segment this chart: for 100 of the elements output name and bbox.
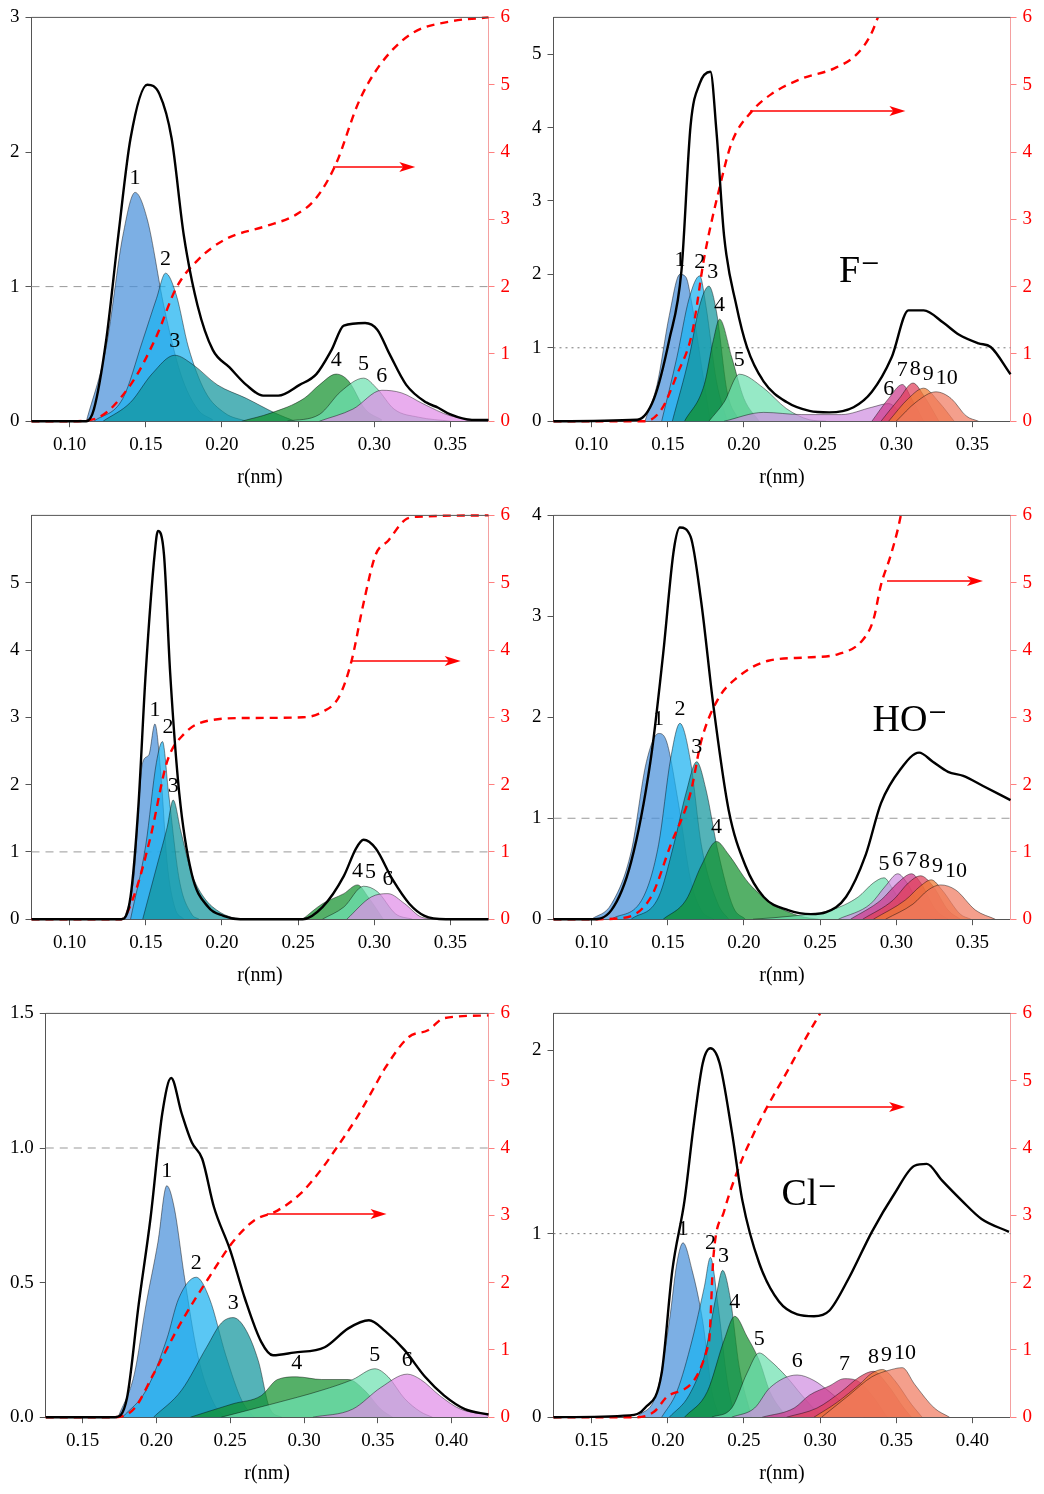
y-tick-label: 0: [532, 1405, 542, 1427]
y-tick-label: 1.5: [10, 1001, 34, 1023]
y2-tick-label: 0: [1022, 1405, 1032, 1427]
x-tick-label: 0.25: [803, 930, 837, 952]
x-tick-label: 0.15: [66, 1428, 100, 1450]
y-tick-label: 4: [532, 115, 542, 137]
y2-tick-label: 0: [500, 1405, 510, 1427]
y2-tick-label: 2: [1022, 772, 1032, 794]
y2-tick-label: 1: [500, 1337, 510, 1359]
series-label: 4: [330, 345, 342, 371]
y-tick-label: 1.0: [10, 1135, 34, 1157]
y2-tick-label: 3: [500, 1203, 510, 1225]
y2-tick-label: 6: [1022, 5, 1032, 27]
series-label: 10: [935, 363, 958, 389]
y-tick-label: 1: [10, 274, 20, 296]
series-label: 3: [167, 771, 179, 797]
series-label: 8: [918, 847, 930, 873]
series-label: 2: [694, 247, 706, 273]
x-tick-label: 0.10: [52, 930, 87, 952]
y-tick-label: 5: [10, 570, 20, 592]
series-label: 3: [707, 257, 719, 283]
y2-tick-label: 0: [500, 409, 510, 431]
x-tick-label: 0.40: [434, 1428, 469, 1450]
y2-tick-label: 0: [1022, 907, 1032, 929]
x-tick-label: 0.35: [879, 1428, 913, 1450]
y-tick-label: 3: [532, 188, 542, 210]
y-tick-label: 0: [10, 409, 20, 431]
x-tick-label: 0.20: [727, 432, 761, 454]
x-tick-label: 0.35: [433, 432, 468, 454]
annotation: F⁻: [839, 247, 881, 290]
y-tick-label: 3: [532, 604, 542, 626]
series-label: 3: [169, 327, 181, 353]
x-tick-label: 0.20: [205, 930, 239, 952]
series-label: 7: [896, 356, 908, 382]
y-tick-label: 2: [532, 262, 542, 284]
y-tick-label: 4: [532, 503, 542, 525]
y2-tick-label: 4: [1022, 637, 1033, 659]
x-tick-label: 0.10: [574, 930, 609, 952]
x-tick-label: 0.20: [727, 930, 761, 952]
series-label: 2: [162, 713, 174, 739]
y2-tick-label: 5: [1022, 72, 1032, 94]
series-label: 8: [867, 1343, 879, 1369]
x-axis-title: r(nm): [759, 963, 805, 987]
y-tick-label: 4: [10, 637, 20, 659]
x-tick-label: 0.20: [205, 432, 239, 454]
x-tick-label: 0.25: [281, 432, 315, 454]
series-label: 2: [190, 1249, 202, 1274]
series-label: 5: [358, 349, 370, 375]
series-label: 6: [892, 845, 904, 871]
x-axis-title: r(nm): [759, 1461, 805, 1485]
y2-tick-label: 6: [1022, 503, 1032, 525]
y2-tick-label: 2: [1022, 1270, 1032, 1292]
x-axis-title: r(nm): [237, 465, 283, 489]
y2-tick-label: 5: [500, 570, 510, 592]
x-tick-label: 0.15: [651, 432, 685, 454]
x-axis-title: r(nm): [237, 963, 283, 987]
y-tick-label: 0.0: [10, 1405, 34, 1427]
y-tick-label: 3: [10, 5, 20, 27]
series-label: 9: [931, 851, 943, 877]
y2-tick-label: 4: [500, 637, 511, 659]
series-label: 5: [369, 1340, 381, 1366]
x-tick-label: 0.40: [955, 1428, 990, 1450]
y-tick-label: 2: [10, 139, 20, 161]
y-tick-label: 1: [532, 806, 542, 828]
series-label: 10: [893, 1339, 916, 1365]
series-label: 4: [351, 856, 363, 882]
series-label: 5: [878, 849, 890, 875]
y-tick-label: 1: [10, 839, 20, 861]
y2-tick-label: 6: [1022, 1001, 1032, 1023]
x-tick-label: 0.30: [879, 930, 913, 952]
series-label: 3: [691, 733, 703, 759]
y2-tick-label: 3: [500, 705, 510, 727]
y2-tick-label: 4: [500, 1135, 511, 1157]
series-label: 9: [880, 1341, 892, 1367]
x-tick-label: 0.30: [803, 1428, 837, 1450]
y-tick-label: 0.5: [10, 1270, 34, 1292]
y2-tick-label: 3: [1022, 207, 1032, 229]
y2-tick-label: 3: [1022, 705, 1032, 727]
series-label: 1: [129, 164, 141, 190]
y2-tick-label: 1: [1022, 1337, 1032, 1359]
x-tick-label: 0.15: [129, 432, 163, 454]
y-tick-label: 2: [10, 772, 20, 794]
y2-tick-label: 2: [500, 772, 510, 794]
y2-tick-label: 5: [500, 1068, 510, 1090]
y-tick-label: 0: [532, 409, 542, 431]
series-label: 4: [291, 1348, 303, 1374]
series-label: 1: [161, 1157, 173, 1183]
x-tick-label: 0.30: [879, 432, 913, 454]
x-tick-label: 0.15: [129, 930, 163, 952]
y2-tick-label: 6: [500, 1001, 510, 1023]
y2-tick-label: 3: [500, 207, 510, 229]
series-label: 7: [838, 1350, 850, 1376]
series-label: 10: [944, 856, 967, 882]
y2-tick-label: 0: [1022, 409, 1032, 431]
series-label: 5: [733, 345, 745, 371]
x-axis-title: r(nm): [759, 465, 805, 489]
y2-tick-label: 5: [1022, 570, 1032, 592]
x-tick-label: 0.30: [287, 1428, 321, 1450]
series-label: 8: [909, 354, 921, 380]
x-tick-label: 0.15: [574, 1428, 609, 1450]
